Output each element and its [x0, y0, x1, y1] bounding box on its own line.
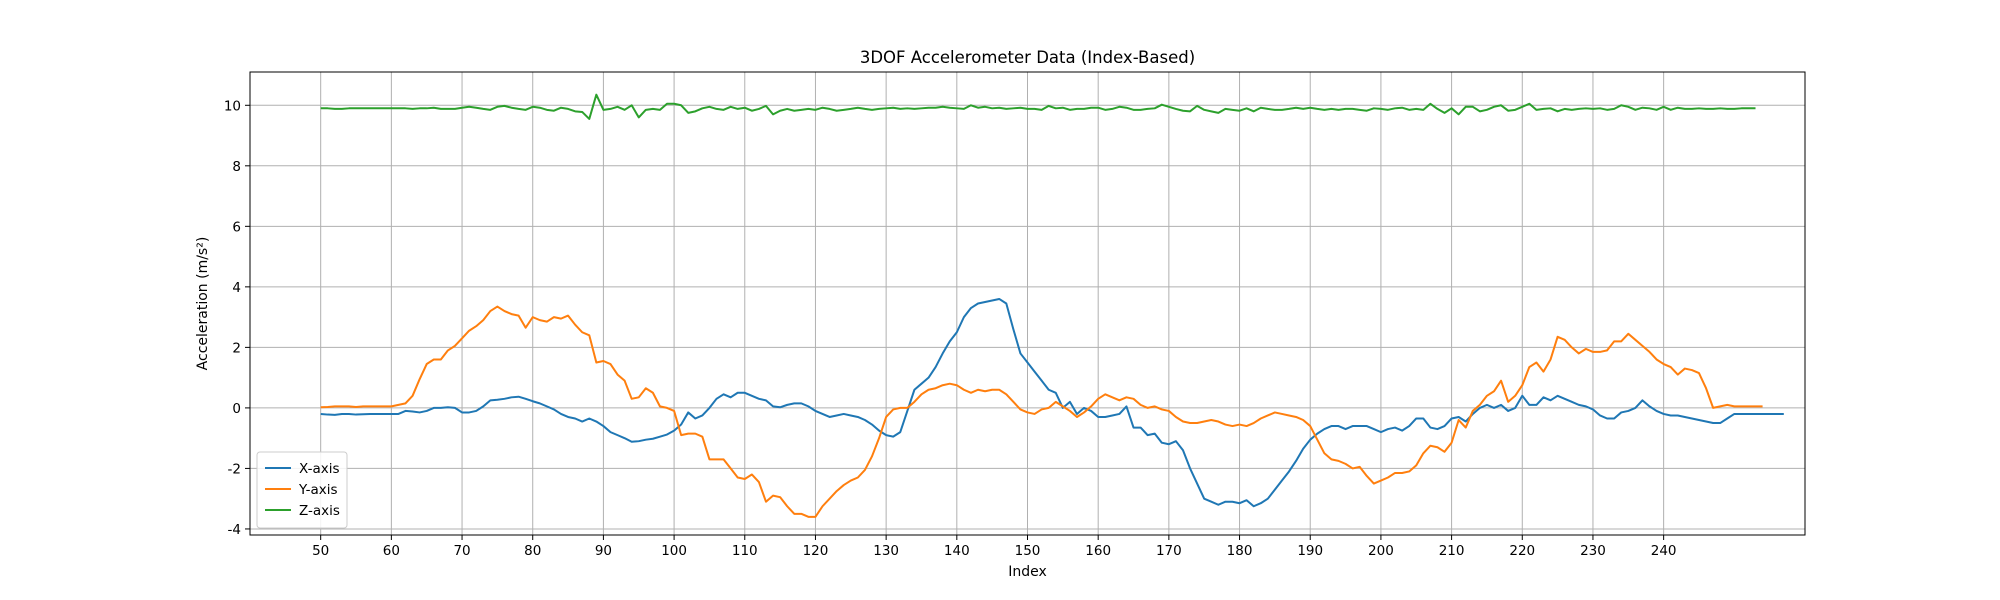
series-line-y-axis: [320, 305, 1763, 518]
x-tick-label: 60: [383, 543, 400, 559]
y-tick-label: -4: [228, 522, 241, 538]
y-axis-label: Acceleration (m/s²): [195, 237, 211, 371]
x-axis-label: Index: [1008, 564, 1047, 580]
y-tick-label: 4: [232, 280, 241, 296]
x-tick-label: 110: [732, 543, 758, 559]
x-tick-label: 70: [453, 543, 470, 559]
chart-title: 3DOF Accelerometer Data (Index-Based): [860, 48, 1195, 67]
x-tick-label: 120: [803, 543, 829, 559]
x-tick-label: 230: [1580, 543, 1606, 559]
legend-label: Y-axis: [298, 482, 338, 498]
legend-label: X-axis: [299, 461, 340, 477]
legend: X-axis Y-axis Z-axis: [256, 451, 348, 529]
x-tick-label: 130: [873, 543, 899, 559]
x-axis-ticks: 50 60 70 80 90 100 110 120 130 140 150 160 170 180 190…: [312, 535, 1677, 559]
x-tick-label: 190: [1297, 543, 1323, 559]
x-tick-label: 200: [1368, 543, 1394, 559]
legend-label: Z-axis: [299, 503, 340, 519]
x-tick-label: 150: [1015, 543, 1041, 559]
x-tick-label: 90: [595, 543, 612, 559]
series-line-z-axis: [320, 93, 1756, 120]
y-tick-label: 0: [232, 401, 241, 417]
x-tick-label: 160: [1085, 543, 1111, 559]
x-tick-label: 50: [312, 543, 329, 559]
y-tick-label: 2: [232, 340, 241, 356]
y-tick-label: 6: [232, 219, 241, 235]
y-tick-label: 10: [224, 98, 241, 114]
x-tick-label: 80: [524, 543, 541, 559]
y-tick-label: 8: [232, 159, 241, 175]
y-axis-ticks: -4 -2 0 2 4 6 8 10: [224, 98, 250, 538]
grid: [250, 72, 1805, 535]
series-lines: [320, 93, 1784, 518]
x-tick-label: 180: [1227, 543, 1253, 559]
x-tick-label: 210: [1439, 543, 1465, 559]
x-tick-label: 240: [1651, 543, 1677, 559]
x-tick-label: 220: [1509, 543, 1535, 559]
y-tick-label: -2: [228, 461, 241, 477]
x-tick-label: 170: [1156, 543, 1182, 559]
x-tick-label: 140: [944, 543, 970, 559]
x-tick-label: 100: [661, 543, 687, 559]
series-line-x-axis: [320, 297, 1784, 508]
